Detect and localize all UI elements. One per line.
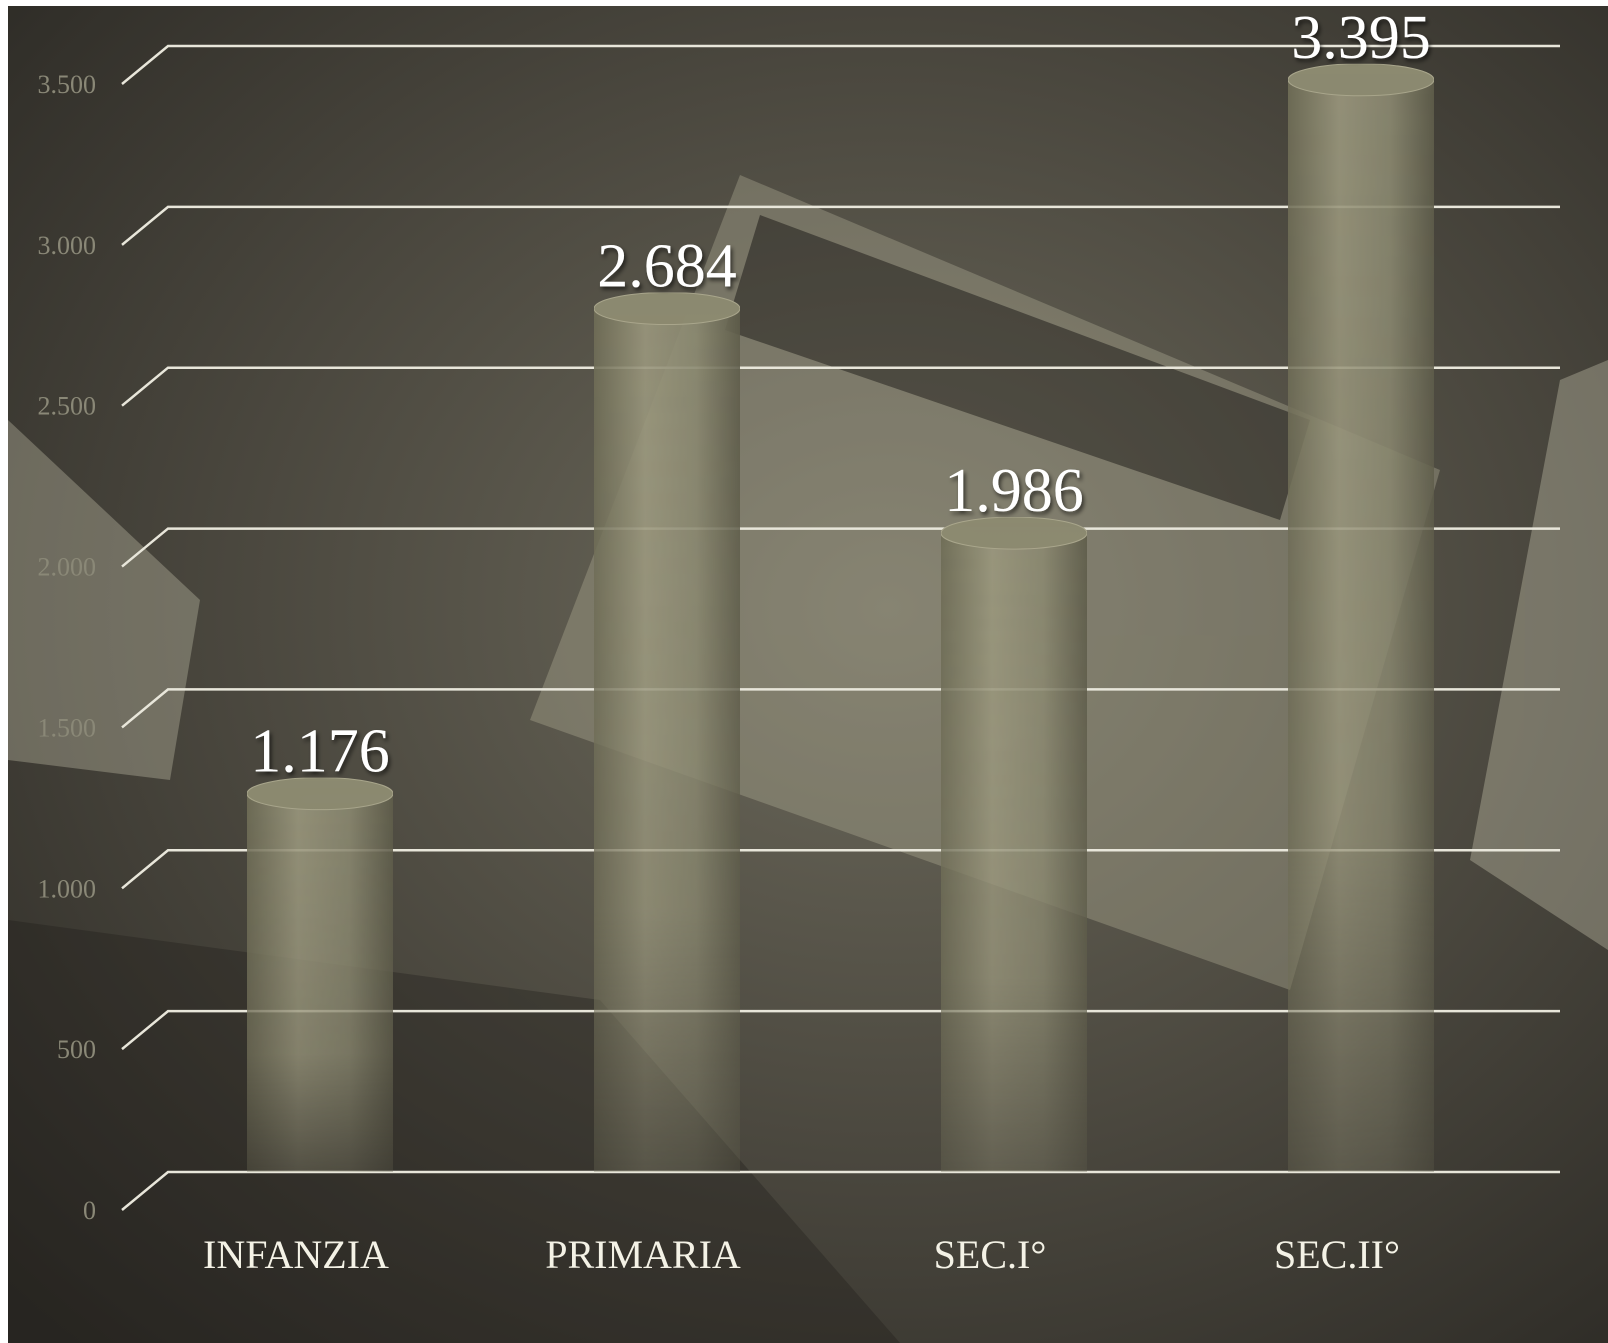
y-tick-label: 500 <box>57 1035 96 1064</box>
cylinder <box>593 292 741 1172</box>
grid-line <box>121 688 1560 729</box>
value-label: 3.395 <box>1291 4 1431 72</box>
y-tick-label: 2.000 <box>38 553 97 582</box>
grid-line <box>121 205 1560 246</box>
bar <box>594 308 740 1172</box>
bar-cap <box>1287 63 1435 97</box>
labels: INFANZIA 1.176 PRIMARIA 2.684 SEC.I° 1.986 SEC… <box>203 4 1431 1277</box>
cylinder <box>940 516 1088 1172</box>
y-tick-label: 2.500 <box>38 392 97 421</box>
bar <box>247 793 393 1172</box>
y-tick-label: 3.000 <box>38 231 97 260</box>
grid: 0 500 1.000 1.500 2.000 2.500 3.000 3.500 <box>38 44 1560 1225</box>
bar <box>1288 79 1434 1172</box>
y-tick-label: 1.500 <box>38 713 97 742</box>
bar <box>941 533 1087 1172</box>
grid-line <box>121 849 1560 890</box>
grid-line <box>121 366 1560 407</box>
y-tick-label: 3.500 <box>38 70 97 99</box>
x-tick-label: PRIMARIA <box>545 1232 741 1277</box>
grid-line <box>121 1170 1560 1211</box>
y-tick-label: 0 <box>83 1196 96 1225</box>
bar-cap <box>246 777 394 811</box>
value-label: 1.176 <box>250 718 390 786</box>
x-tick-label: INFANZIA <box>203 1232 389 1277</box>
x-tick-label: SEC.II° <box>1274 1232 1400 1277</box>
x-tick-label: SEC.I° <box>934 1232 1047 1277</box>
grid-line <box>121 527 1560 568</box>
bar-cap <box>940 516 1088 550</box>
grid-line <box>121 1009 1560 1051</box>
cylinder <box>1287 63 1435 1172</box>
cylinder <box>246 777 394 1172</box>
bar-cap <box>593 292 741 326</box>
value-label: 1.986 <box>944 457 1084 525</box>
y-tick-label: 1.000 <box>38 874 97 903</box>
bars <box>246 63 1435 1172</box>
grid-line <box>121 44 1560 85</box>
value-label: 2.684 <box>597 233 737 301</box>
